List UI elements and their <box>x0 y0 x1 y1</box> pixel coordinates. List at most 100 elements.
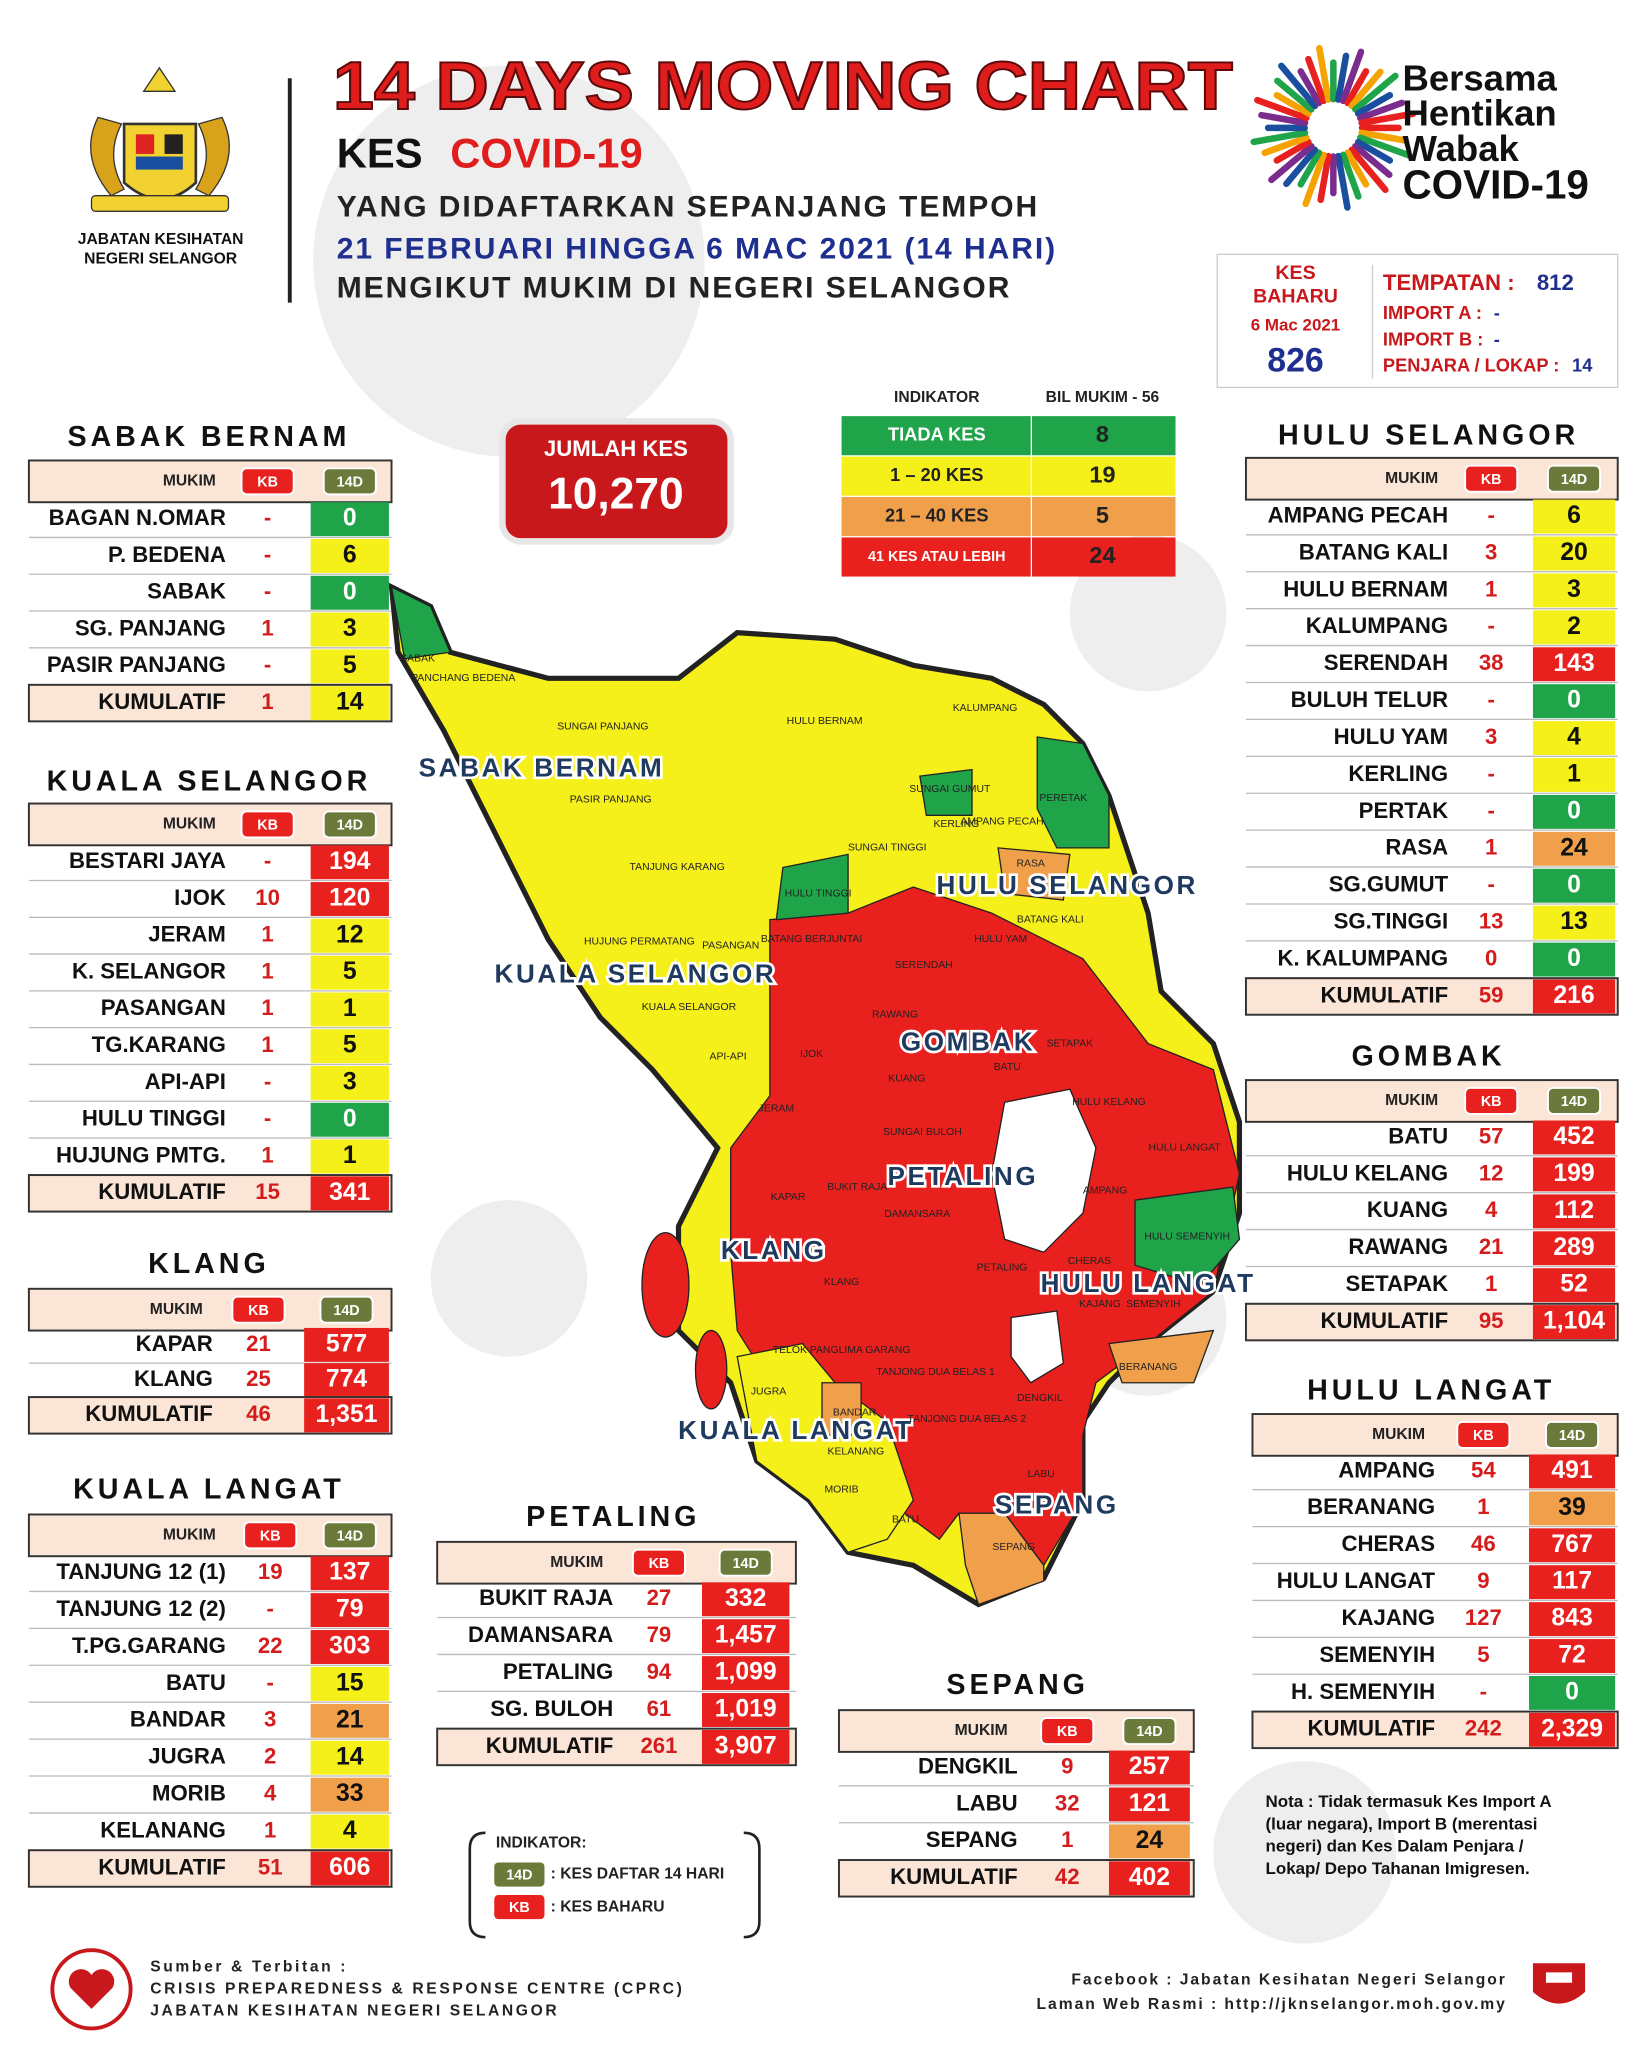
district-title: SEPANG <box>946 1669 1089 1701</box>
mukim-name: HUJUNG PMTG. <box>56 1142 226 1167</box>
mukim-label: SUNGAI PANJANG <box>557 721 648 732</box>
new-case-value: 0 <box>1485 945 1497 970</box>
subtitle-line: YANG DIDAFTARKAN SEPANJANG TEMPOH <box>337 191 1039 224</box>
case-value: 5 <box>343 1032 357 1059</box>
mukim-label: KUALA SELANGOR <box>642 1002 737 1013</box>
new-case-value: - <box>264 542 271 567</box>
case-cell <box>1532 905 1616 940</box>
case-cell <box>304 1398 389 1433</box>
case-value: 0 <box>1567 945 1581 972</box>
pill <box>631 1548 687 1577</box>
indicator-header: BIL MUKIM - 56 <box>1046 389 1160 406</box>
case-cell <box>1532 831 1616 866</box>
campaign-text: Bersama <box>1402 58 1557 99</box>
case-cell <box>1529 1454 1616 1489</box>
new-case-value: 1 <box>1061 1827 1073 1852</box>
case-value: 194 <box>329 848 371 875</box>
mukim-label: JERAM <box>759 1104 794 1115</box>
case-value: 1,457 <box>715 1622 777 1649</box>
sunburst-ray <box>1297 149 1323 188</box>
subtitle: KES <box>337 130 423 177</box>
case-cell <box>310 1814 389 1849</box>
sunburst-ray <box>1273 138 1312 164</box>
indicator-cell <box>1032 416 1176 456</box>
pill-label: 14D <box>1561 472 1587 488</box>
mukim-name: BANDAR <box>130 1707 226 1732</box>
district-title: PETALING <box>526 1501 700 1533</box>
pill <box>1122 1716 1177 1746</box>
pill <box>1544 1420 1600 1449</box>
mukim-name: BERANANG <box>1307 1494 1435 1519</box>
new-case-value: 1 <box>261 689 273 714</box>
new-case-value: 127 <box>1465 1605 1502 1630</box>
mukim-name: K. SELANGOR <box>72 958 226 983</box>
new-case-value: 79 <box>647 1622 672 1647</box>
new-case-value: 242 <box>1465 1716 1502 1741</box>
map-area <box>1036 736 1110 849</box>
pill <box>322 810 377 839</box>
breakdown-value: 812 <box>1537 270 1574 295</box>
case-value: 14 <box>336 1743 364 1770</box>
new-case-value: - <box>1487 761 1494 786</box>
legend-text: : KES DAFTAR 14 HARI <box>551 1866 725 1883</box>
sunburst-ray <box>1273 91 1312 117</box>
mukim-label: TANJONG DUA BELAS 1 <box>876 1367 995 1378</box>
new-case-value: 21 <box>1479 1234 1504 1259</box>
case-cell <box>310 1139 389 1174</box>
mukim-name: K. KALUMPANG <box>1277 945 1448 970</box>
pill <box>492 1893 547 1922</box>
total-label: KUMULATIF <box>98 689 226 714</box>
case-cell <box>310 1630 389 1664</box>
mukim-label: KERLING <box>933 819 979 830</box>
case-value: 13 <box>1560 908 1588 935</box>
mukim-label: HULU YAM <box>974 934 1027 945</box>
mukim-label: KUANG <box>888 1074 925 1085</box>
case-value: 143 <box>1553 650 1594 677</box>
case-value: 2 <box>1567 613 1581 640</box>
case-cell <box>310 1740 389 1775</box>
mukim-name: AMPANG PECAH <box>1268 502 1449 527</box>
subtitle-line: 21 FEBRUARI HINGGA 6 MAC 2021 (14 HARI) <box>337 232 1057 265</box>
case-cell <box>1108 1824 1190 1859</box>
new-case-value: 95 <box>1479 1308 1504 1333</box>
mukim-label: SUNGAI GUMUT <box>909 784 991 795</box>
total-box <box>499 418 734 545</box>
sunburst-ray <box>1297 68 1323 107</box>
new-case-value: 2 <box>264 1744 276 1769</box>
mukim-label: JUGRA <box>751 1387 786 1398</box>
mukim-name: PASIR PANJANG <box>47 652 226 677</box>
legend-bracket <box>468 1831 761 1939</box>
new-case-value: 54 <box>1471 1457 1496 1482</box>
case-cell <box>1532 794 1616 829</box>
mukim-label: PERETAK <box>1039 793 1087 804</box>
case-value: 39 <box>1558 1494 1586 1521</box>
district-title: SABAK BERNAM <box>67 421 350 453</box>
mukim-name: PETALING <box>503 1659 613 1684</box>
case-cell <box>1108 1750 1190 1785</box>
mukim-name: HULU YAM <box>1334 724 1448 749</box>
sunburst-ray <box>1274 77 1315 113</box>
new-case-value: 3 <box>1485 539 1497 564</box>
mukim-label: SEMENYIH <box>1126 1299 1180 1310</box>
case-cell <box>1529 1491 1616 1526</box>
total-label: KUMULATIF <box>890 1864 1018 1889</box>
case-value: 774 <box>326 1366 368 1393</box>
new-cases-label: KES <box>1275 262 1315 284</box>
case-value: 0 <box>1567 687 1581 714</box>
case-cell <box>310 882 389 916</box>
mukim-name: KERLING <box>1348 761 1448 786</box>
mukim-label: HULU SEMENYIH <box>1144 1231 1230 1242</box>
case-value: 2,329 <box>1541 1715 1603 1742</box>
mukim-name: PASANGAN <box>101 995 226 1020</box>
mukim-name: LABU <box>956 1790 1018 1815</box>
case-value: 12 <box>336 921 364 948</box>
mukim-label: PANCHANG BEDENA <box>411 673 515 684</box>
sunburst-ray <box>1317 152 1332 204</box>
new-case-value: 1 <box>261 1142 273 1167</box>
case-value: 24 <box>1560 834 1588 861</box>
pill-label: KB <box>649 1556 670 1572</box>
case-cell <box>1532 1268 1616 1303</box>
mukim-label: BERANANG <box>1119 1362 1178 1373</box>
mukim-name: JUGRA <box>148 1744 226 1769</box>
column-header: MUKIM <box>163 1526 216 1543</box>
